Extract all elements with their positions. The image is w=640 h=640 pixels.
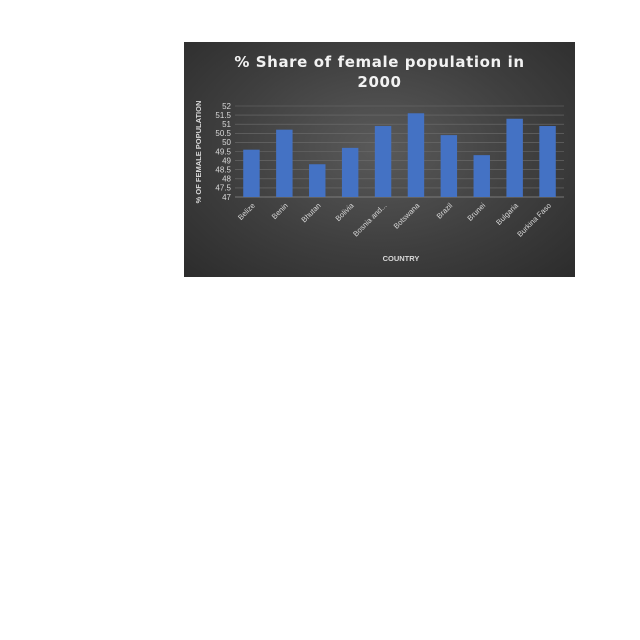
bar-bhutan bbox=[309, 164, 326, 197]
y-axis-title: % OF FEMALE POPULATION bbox=[194, 101, 203, 204]
x-category-label: Benin bbox=[270, 201, 290, 221]
x-category-label: Bosnia and... bbox=[351, 201, 388, 238]
y-tick-label: 52 bbox=[222, 102, 231, 111]
chart-title-line-1: % Share of female population in bbox=[234, 53, 524, 71]
bar-brazil bbox=[440, 135, 458, 197]
y-tick-label: 51.5 bbox=[215, 111, 231, 120]
x-category-label: Bolivia bbox=[334, 200, 357, 223]
x-category-label: Botswana bbox=[392, 200, 422, 230]
y-tick-label: 48 bbox=[222, 175, 231, 184]
y-tick-label: 51 bbox=[222, 120, 231, 129]
bar-brunei bbox=[473, 155, 490, 197]
y-tick-label: 50 bbox=[222, 138, 231, 147]
bar-burkina-faso bbox=[539, 126, 556, 197]
chart-panel: % Share of female population in 2000 52 5… bbox=[184, 42, 575, 277]
y-tick-label: 49 bbox=[222, 156, 231, 165]
bar-botswana bbox=[407, 113, 425, 197]
bar-chart: % Share of female population in 2000 525… bbox=[194, 53, 564, 263]
x-category-label: Brazil bbox=[435, 201, 455, 221]
x-axis-title: COUNTRY bbox=[383, 254, 420, 263]
bar-benin bbox=[276, 129, 293, 197]
x-category-label: Bulgaria bbox=[494, 200, 520, 226]
bar-bulgaria bbox=[506, 118, 523, 197]
x-category-label: Belize bbox=[236, 201, 257, 222]
y-tick-label: 49.5 bbox=[215, 147, 231, 156]
chart-title-line-2: 2000 bbox=[357, 73, 401, 91]
y-tick-label: 48.5 bbox=[215, 166, 231, 175]
y-tick-label: 47.5 bbox=[215, 184, 231, 193]
bar-bosnia-and bbox=[374, 126, 392, 197]
bar-belize bbox=[243, 149, 260, 197]
x-category-label: Brunei bbox=[465, 201, 487, 223]
bar-bolivia bbox=[341, 147, 359, 197]
x-category-label: Burkina Faso bbox=[515, 201, 553, 239]
y-tick-label: 50.5 bbox=[215, 129, 231, 138]
bars bbox=[243, 113, 556, 197]
x-category-label: Bhutan bbox=[299, 201, 322, 224]
y-tick-label: 47 bbox=[222, 193, 231, 202]
